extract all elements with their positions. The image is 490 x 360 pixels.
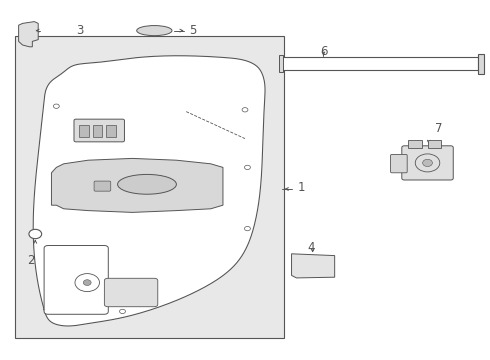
Text: 2: 2	[26, 254, 34, 267]
Ellipse shape	[118, 174, 176, 194]
Text: 4: 4	[307, 241, 315, 254]
Text: 6: 6	[319, 45, 327, 58]
Bar	[279, 55, 283, 72]
Text: 7: 7	[435, 122, 442, 135]
Text: 3: 3	[76, 24, 83, 37]
Bar	[428, 140, 441, 148]
Polygon shape	[33, 56, 265, 326]
FancyBboxPatch shape	[402, 146, 453, 180]
FancyBboxPatch shape	[74, 119, 124, 142]
Circle shape	[422, 159, 432, 166]
Bar	[408, 140, 422, 148]
Polygon shape	[51, 158, 223, 212]
FancyBboxPatch shape	[44, 246, 108, 314]
Polygon shape	[19, 22, 38, 47]
FancyBboxPatch shape	[104, 278, 158, 307]
FancyBboxPatch shape	[391, 154, 407, 173]
Bar	[282, 57, 478, 70]
FancyBboxPatch shape	[94, 181, 111, 191]
Bar	[478, 54, 484, 74]
Circle shape	[29, 229, 42, 239]
Bar	[15, 36, 284, 338]
Ellipse shape	[137, 26, 172, 36]
Text: 5: 5	[189, 24, 196, 37]
Bar	[106, 125, 116, 137]
Text: 1: 1	[298, 181, 305, 194]
Polygon shape	[292, 254, 335, 278]
Bar	[93, 125, 102, 137]
Circle shape	[83, 280, 91, 285]
Bar	[79, 125, 89, 137]
